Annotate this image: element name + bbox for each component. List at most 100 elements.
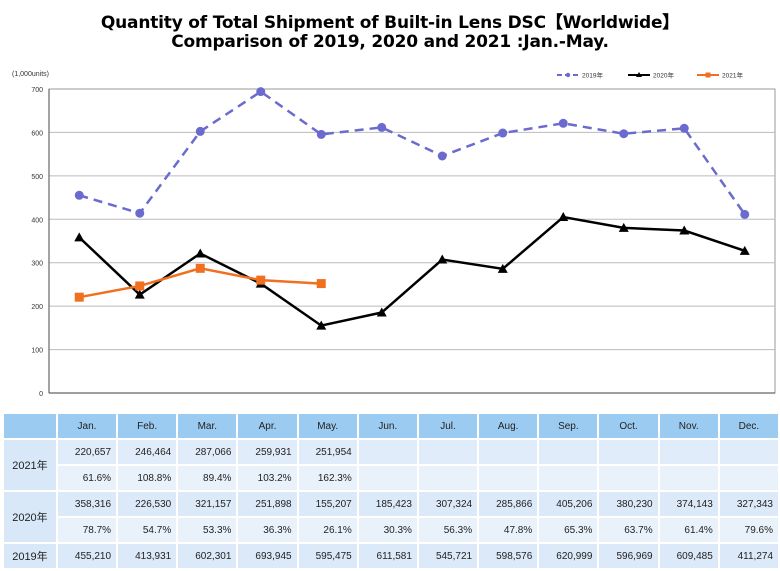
ratio-cell: 89.4% bbox=[178, 466, 237, 490]
month-header: Nov. bbox=[659, 414, 718, 438]
data-point-square bbox=[256, 275, 266, 285]
units-cell: 596,969 bbox=[599, 544, 658, 568]
table-row-units: 2020年 358,316 226,530 321,157 251,898 155,207… bbox=[4, 492, 778, 542]
series-2021 bbox=[74, 263, 326, 302]
units-cell: 358,316 bbox=[57, 492, 117, 516]
data-point-circle bbox=[316, 129, 326, 139]
data-point-triangle bbox=[316, 320, 327, 330]
table-corner-cell bbox=[4, 414, 56, 438]
data-point-circle bbox=[437, 151, 447, 161]
month-header: Jun. bbox=[358, 414, 417, 438]
units-cell: 327,343 bbox=[719, 492, 778, 516]
units-cell bbox=[719, 440, 778, 464]
units-cell: 545,721 bbox=[418, 544, 478, 568]
data-point-triangle bbox=[376, 307, 387, 317]
ratio-cell: 30.3% bbox=[358, 518, 417, 542]
units-cell bbox=[418, 440, 478, 464]
ratio-cell: 79.6% bbox=[719, 518, 778, 542]
legend-marker-square bbox=[705, 72, 711, 78]
data-point-square bbox=[316, 279, 326, 289]
y-tick-label: 200 bbox=[31, 304, 43, 311]
units-cell: 155,207 bbox=[298, 492, 357, 516]
ratio-cell: 47.8% bbox=[479, 518, 538, 542]
ratio-cell bbox=[659, 466, 718, 490]
data-point-circle bbox=[256, 87, 266, 97]
legend-label: 2019年 bbox=[582, 71, 603, 80]
legend: 2019年 2020年 2021年 bbox=[557, 71, 743, 80]
units-cell: 220,657 bbox=[57, 440, 117, 464]
month-header: Oct. bbox=[599, 414, 658, 438]
month-header: Apr. bbox=[238, 414, 297, 438]
data-point-circle bbox=[195, 126, 205, 136]
units-cell: 620,999 bbox=[539, 544, 598, 568]
y-tick-label: 500 bbox=[31, 174, 43, 181]
units-cell: 185,423 bbox=[358, 492, 417, 516]
data-point-triangle bbox=[558, 212, 569, 222]
row-label: 2019年 bbox=[4, 544, 56, 568]
ratio-cell: 63.7% bbox=[599, 518, 658, 542]
table-row-ratio: 61.6% 108.8% 89.4% 103.2% 162.3% bbox=[4, 466, 778, 490]
units-cell bbox=[479, 440, 538, 464]
legend-label: 2020年 bbox=[653, 71, 674, 80]
series-2020 bbox=[74, 212, 750, 330]
data-point-circle bbox=[74, 190, 84, 200]
plot-area bbox=[48, 88, 776, 394]
units-cell: 455,210 bbox=[57, 544, 117, 568]
y-axis: 0 100 200 300 400 500 600 700 bbox=[31, 87, 775, 398]
ratio-cell bbox=[479, 466, 538, 490]
data-point-triangle bbox=[195, 248, 206, 258]
y-tick-label: 100 bbox=[31, 348, 43, 355]
units-cell: 380,230 bbox=[599, 492, 658, 516]
ratio-cell bbox=[719, 466, 778, 490]
data-point-circle bbox=[619, 129, 629, 139]
units-cell: 611,581 bbox=[358, 544, 417, 568]
ratio-cell bbox=[358, 466, 417, 490]
data-point-triangle bbox=[739, 245, 750, 255]
data-point-triangle bbox=[618, 222, 629, 232]
units-cell: 251,954 bbox=[298, 440, 357, 464]
ratio-cell: 65.3% bbox=[539, 518, 598, 542]
units-cell bbox=[659, 440, 718, 464]
table-header-row: Jan. Feb. Mar. Apr. May. Jun. Jul. Aug. Sep. Oct.… bbox=[4, 414, 778, 438]
units-cell bbox=[599, 440, 658, 464]
units-cell: 598,576 bbox=[479, 544, 538, 568]
legend-marker-circle bbox=[565, 72, 571, 78]
table-row-units: 2021年 220,657 246,464 287,066 259,931 251,954 bbox=[4, 440, 778, 490]
ratio-cell: 36.3% bbox=[238, 518, 297, 542]
ratio-cell: 103.2% bbox=[238, 466, 297, 490]
units-cell: 246,464 bbox=[118, 440, 177, 464]
units-cell bbox=[539, 440, 598, 464]
legend-item: 2021年 bbox=[697, 71, 743, 80]
series-group bbox=[74, 87, 750, 330]
ratio-cell: 78.7% bbox=[57, 518, 117, 542]
chart-title-line1: Quantity of Total Shipment of Built-in L… bbox=[100, 13, 680, 33]
ratio-cell: 61.6% bbox=[57, 466, 117, 490]
legend-item: 2019年 bbox=[557, 71, 603, 80]
ratio-cell bbox=[539, 466, 598, 490]
month-header: May. bbox=[298, 414, 357, 438]
legend-label: 2021年 bbox=[722, 71, 743, 80]
ratio-cell: 26.1% bbox=[298, 518, 357, 542]
ratio-cell: 108.8% bbox=[118, 466, 177, 490]
data-point-triangle bbox=[497, 263, 508, 273]
table-row-units: 2019年 455,210 413,931 602,301 693,945 595,475… bbox=[4, 544, 778, 568]
units-cell: 321,157 bbox=[178, 492, 237, 516]
y-tick-label: 600 bbox=[31, 130, 43, 137]
data-point-square bbox=[195, 263, 205, 273]
units-cell: 226,530 bbox=[118, 492, 177, 516]
row-label: 2021年 bbox=[4, 440, 56, 490]
units-cell: 374,143 bbox=[659, 492, 718, 516]
units-cell: 251,898 bbox=[238, 492, 297, 516]
grid bbox=[48, 88, 776, 394]
legend-marker-triangle bbox=[636, 72, 642, 77]
units-cell: 287,066 bbox=[178, 440, 237, 464]
data-point-triangle bbox=[437, 254, 448, 264]
units-cell: 609,485 bbox=[659, 544, 718, 568]
month-header: Mar. bbox=[178, 414, 237, 438]
chart-title-line2: Comparison of 2019, 2020 and 2021 :Jan.-… bbox=[171, 32, 609, 52]
month-header: Jul. bbox=[418, 414, 478, 438]
data-point-square bbox=[74, 292, 84, 302]
series-line bbox=[78, 215, 746, 327]
month-header: Aug. bbox=[479, 414, 538, 438]
ratio-cell: 61.4% bbox=[659, 518, 718, 542]
